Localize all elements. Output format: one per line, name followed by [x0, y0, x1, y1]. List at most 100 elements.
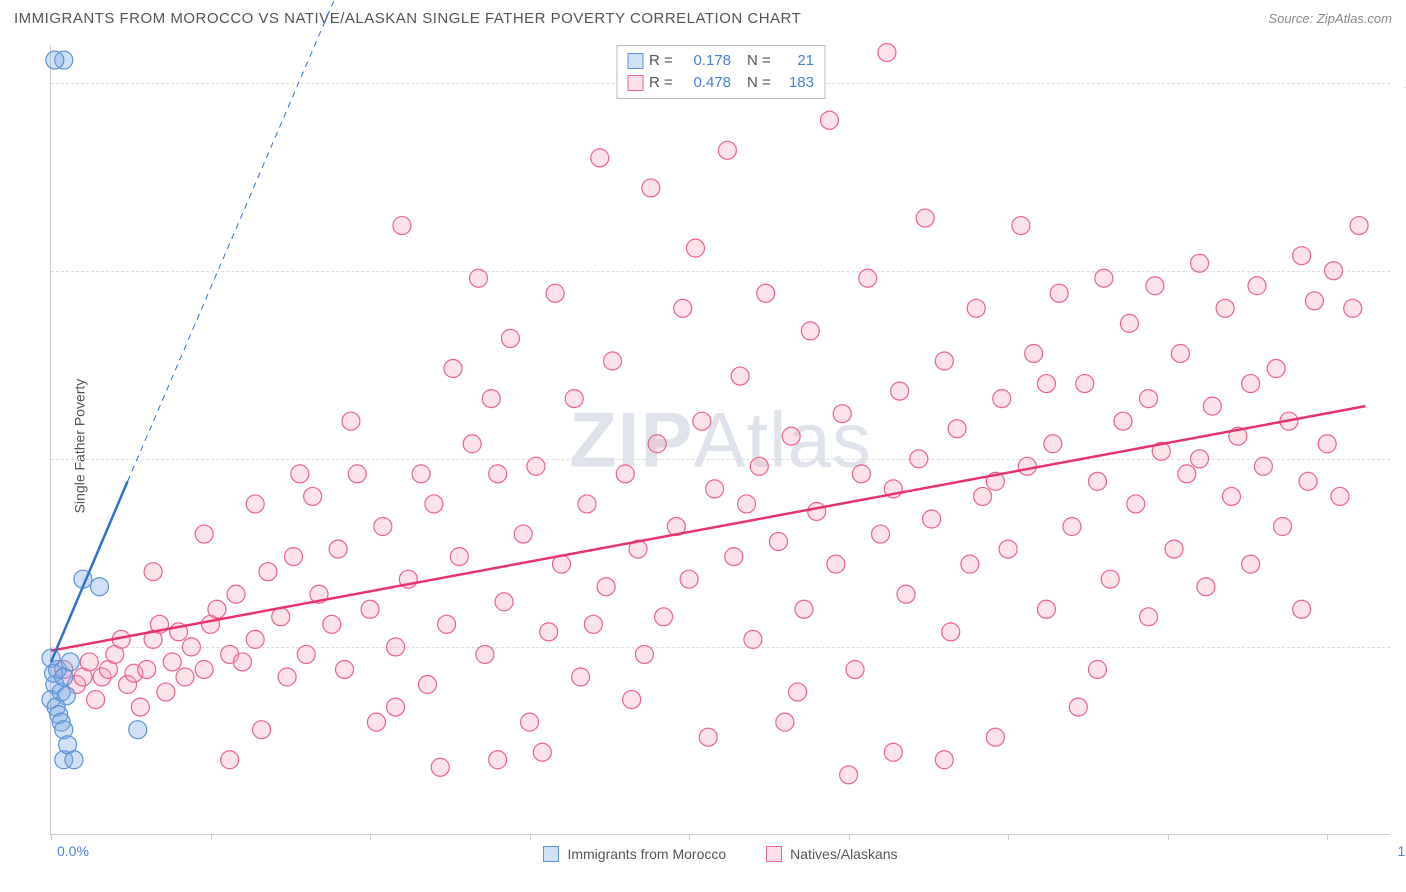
x-axis-max-label: 100.0% — [1398, 843, 1406, 859]
data-point — [852, 465, 870, 483]
data-point — [744, 630, 762, 648]
data-point — [731, 367, 749, 385]
data-point — [993, 390, 1011, 408]
data-point — [1325, 262, 1343, 280]
data-point — [1165, 540, 1183, 558]
data-point — [891, 382, 909, 400]
data-point — [1274, 518, 1292, 536]
data-point — [495, 593, 513, 611]
trend-line — [128, 0, 396, 481]
data-point — [1095, 269, 1113, 287]
data-point — [1178, 465, 1196, 483]
data-point — [584, 615, 602, 633]
data-point — [1050, 284, 1068, 302]
legend-item: Immigrants from Morocco — [543, 846, 726, 862]
data-point — [1088, 472, 1106, 490]
data-point — [1293, 247, 1311, 265]
data-point — [827, 555, 845, 573]
data-point — [521, 713, 539, 731]
data-point — [840, 766, 858, 784]
data-point — [801, 322, 819, 340]
data-point — [246, 495, 264, 513]
data-point — [897, 585, 915, 603]
data-point — [208, 600, 226, 618]
data-point — [1197, 578, 1215, 596]
data-point — [329, 540, 347, 558]
stat-n-label: N = — [747, 72, 773, 94]
data-point — [297, 645, 315, 663]
data-point — [693, 412, 711, 430]
source-attribution: Source: ZipAtlas.com — [1268, 11, 1392, 26]
scatter-plot-svg — [51, 45, 1390, 834]
data-point — [655, 608, 673, 626]
data-point — [163, 653, 181, 671]
data-point — [431, 758, 449, 776]
legend-swatch — [627, 75, 643, 91]
data-point — [546, 284, 564, 302]
data-point — [1254, 457, 1272, 475]
data-point — [1140, 608, 1158, 626]
data-point — [425, 495, 443, 513]
stat-n-value: 183 — [779, 72, 814, 94]
data-point — [1114, 412, 1132, 430]
y-tick-label: 100.0% — [1397, 75, 1406, 91]
data-point — [948, 420, 966, 438]
data-point — [648, 435, 666, 453]
data-point — [1248, 277, 1266, 295]
data-point — [1018, 457, 1036, 475]
data-point — [272, 608, 290, 626]
data-point — [489, 751, 507, 769]
data-point — [157, 683, 175, 701]
data-point — [935, 751, 953, 769]
data-point — [872, 525, 890, 543]
data-point — [489, 465, 507, 483]
correlation-stats-legend: R =0.178N =21R =0.478N =183 — [616, 45, 825, 99]
data-point — [412, 465, 430, 483]
x-tick — [849, 834, 850, 840]
data-point — [221, 751, 239, 769]
x-tick — [689, 834, 690, 840]
data-point — [1216, 299, 1234, 317]
stat-r-label: R = — [649, 72, 675, 94]
data-point — [253, 721, 271, 739]
data-point — [738, 495, 756, 513]
series-legend: Immigrants from MoroccoNatives/Alaskans — [51, 846, 1390, 862]
data-point — [1069, 698, 1087, 716]
data-point — [1120, 314, 1138, 332]
y-tick-label: 75.0% — [1397, 263, 1406, 279]
data-point — [623, 691, 641, 709]
data-point — [1140, 390, 1158, 408]
data-point — [450, 548, 468, 566]
data-point — [1191, 450, 1209, 468]
data-point — [808, 502, 826, 520]
data-point — [533, 743, 551, 761]
y-tick-label: 25.0% — [1397, 639, 1406, 655]
data-point — [1044, 435, 1062, 453]
data-point — [59, 736, 77, 754]
data-point — [361, 600, 379, 618]
data-point — [438, 615, 456, 633]
data-point — [1203, 397, 1221, 415]
data-point — [1037, 375, 1055, 393]
x-tick — [1168, 834, 1169, 840]
data-point — [795, 600, 813, 618]
data-point — [699, 728, 717, 746]
trend-line — [51, 406, 1365, 651]
data-point — [1305, 292, 1323, 310]
data-point — [476, 645, 494, 663]
data-point — [1063, 518, 1081, 536]
data-point — [942, 623, 960, 641]
data-point — [284, 548, 302, 566]
data-point — [565, 390, 583, 408]
data-point — [1267, 360, 1285, 378]
data-point — [680, 570, 698, 588]
data-point — [635, 645, 653, 663]
data-point — [578, 495, 596, 513]
data-point — [46, 51, 64, 69]
data-point — [367, 713, 385, 731]
data-point — [1344, 299, 1362, 317]
data-point — [444, 360, 462, 378]
x-tick — [1008, 834, 1009, 840]
data-point — [418, 676, 436, 694]
data-point — [1037, 600, 1055, 618]
